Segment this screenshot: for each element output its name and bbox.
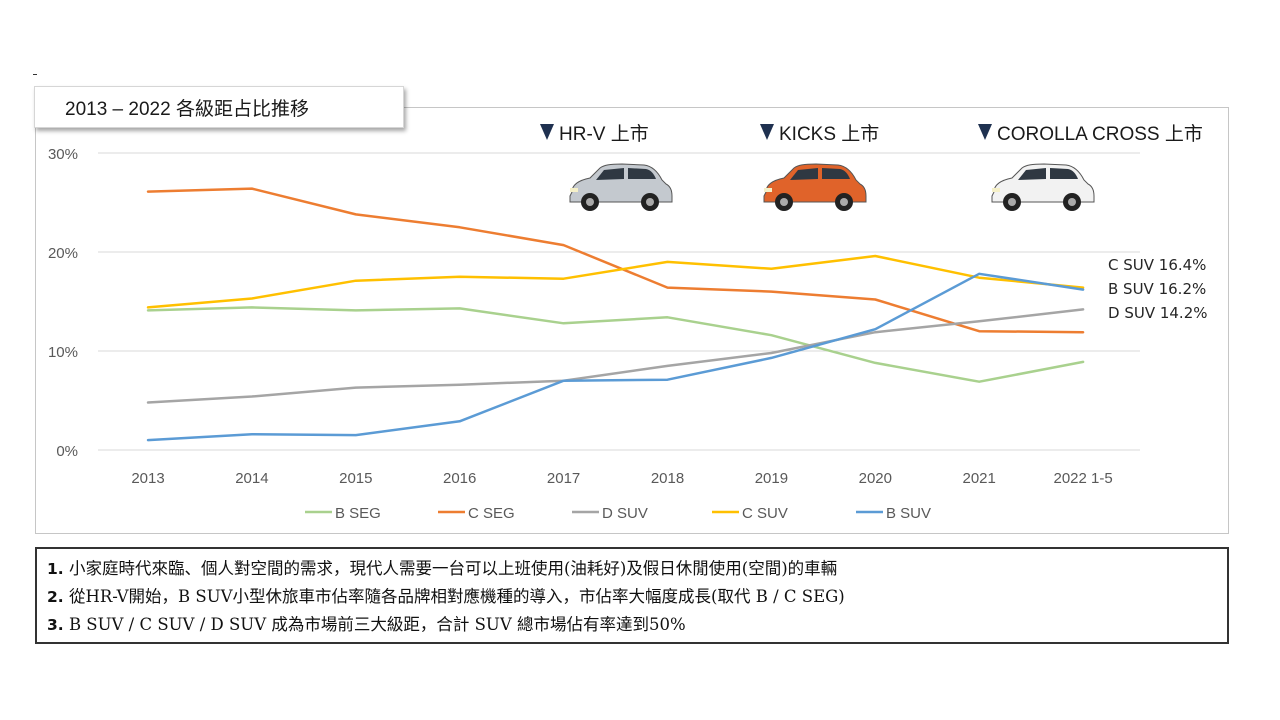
notes-box: 1. 小家庭時代來臨、個人對空間的需求，現代人需要一台可以上班使用(油耗好)及假… (35, 547, 1229, 644)
x-tick-label: 2020 (859, 470, 892, 487)
legend-label: B SEG (335, 505, 381, 522)
legend-label: D SUV (602, 505, 648, 522)
series-line-d-suv (146, 308, 1085, 404)
x-tick-label: 2013 (131, 470, 164, 487)
y-tick-label: 10% (48, 344, 78, 361)
x-tick-label: 2019 (755, 470, 788, 487)
note-number: 3. (47, 616, 64, 634)
car-window-front (1018, 168, 1046, 180)
y-tick-label: 20% (48, 245, 78, 262)
note-2: 2. 從HR-V開始，B SUV小型休旅車市佔率隨各品牌相對應機種的導入，市佔率… (47, 583, 1217, 611)
note-1: 1. 小家庭時代來臨、個人對空間的需求，現代人需要一台可以上班使用(油耗好)及假… (47, 555, 1217, 583)
car-headlight (570, 188, 578, 192)
suv-car-icon (991, 163, 1095, 211)
note-text: 小家庭時代來臨、個人對空間的需求，現代人需要一台可以上班使用(油耗好)及假日休閒… (68, 559, 838, 578)
end-value-label: D SUV 14.2% (1108, 304, 1208, 322)
car-hub (780, 198, 788, 206)
car-window-front (596, 168, 624, 180)
series-line-b-seg (146, 306, 1085, 383)
launch-label: COROLLA CROSS 上市 (997, 123, 1203, 145)
car-headlight (764, 188, 772, 192)
legend-label: C SEG (468, 505, 515, 522)
car-hub (586, 198, 594, 206)
x-tick-label: 2018 (651, 470, 684, 487)
x-tick-label: 2021 (963, 470, 996, 487)
car-hub (1008, 198, 1016, 206)
car-window-front (790, 168, 818, 180)
suv-car-icon (569, 163, 673, 211)
launch-marker-icon (978, 124, 992, 140)
end-value-label: C SUV 16.4% (1108, 256, 1206, 274)
x-tick-label: 2017 (547, 470, 580, 487)
legend-label: B SUV (886, 505, 931, 522)
x-tick-label: 2016 (443, 470, 476, 487)
launch-label: KICKS 上市 (779, 123, 879, 145)
note-3: 3. B SUV / C SUV / D SUV 成為市場前三大級距，合計 SU… (47, 611, 1217, 639)
chart-title: 2013 – 2022 各級距占比推移 (34, 86, 404, 128)
car-window-rear (1050, 168, 1078, 179)
suv-car-icon (763, 163, 867, 211)
series-line-b-suv (146, 272, 1085, 442)
slide-corner-mark (33, 74, 37, 75)
x-tick-label: 2014 (235, 470, 268, 487)
note-number: 2. (47, 588, 64, 606)
x-tick-label: 2022 1-5 (1053, 470, 1112, 487)
note-number: 1. (47, 560, 64, 578)
series-line-c-seg (146, 187, 1085, 334)
launch-marker-icon (760, 124, 774, 140)
car-headlight (992, 188, 1000, 192)
legend-label: C SUV (742, 505, 788, 522)
y-tick-label: 30% (48, 146, 78, 163)
launch-label: HR-V 上市 (559, 123, 649, 145)
series-line-c-suv (146, 254, 1085, 309)
end-value-label: B SUV 16.2% (1108, 280, 1206, 298)
car-window-rear (822, 168, 850, 179)
note-text: 從HR-V開始，B SUV小型休旅車市佔率隨各品牌相對應機種的導入，市佔率大幅度… (68, 587, 845, 606)
car-hub (1068, 198, 1076, 206)
car-hub (840, 198, 848, 206)
x-tick-label: 2015 (339, 470, 372, 487)
note-text: B SUV / C SUV / D SUV 成為市場前三大級距，合計 SUV 總… (68, 615, 686, 634)
car-hub (646, 198, 654, 206)
launch-marker-icon (540, 124, 554, 140)
y-tick-label: 0% (56, 443, 78, 460)
car-window-rear (628, 168, 656, 179)
